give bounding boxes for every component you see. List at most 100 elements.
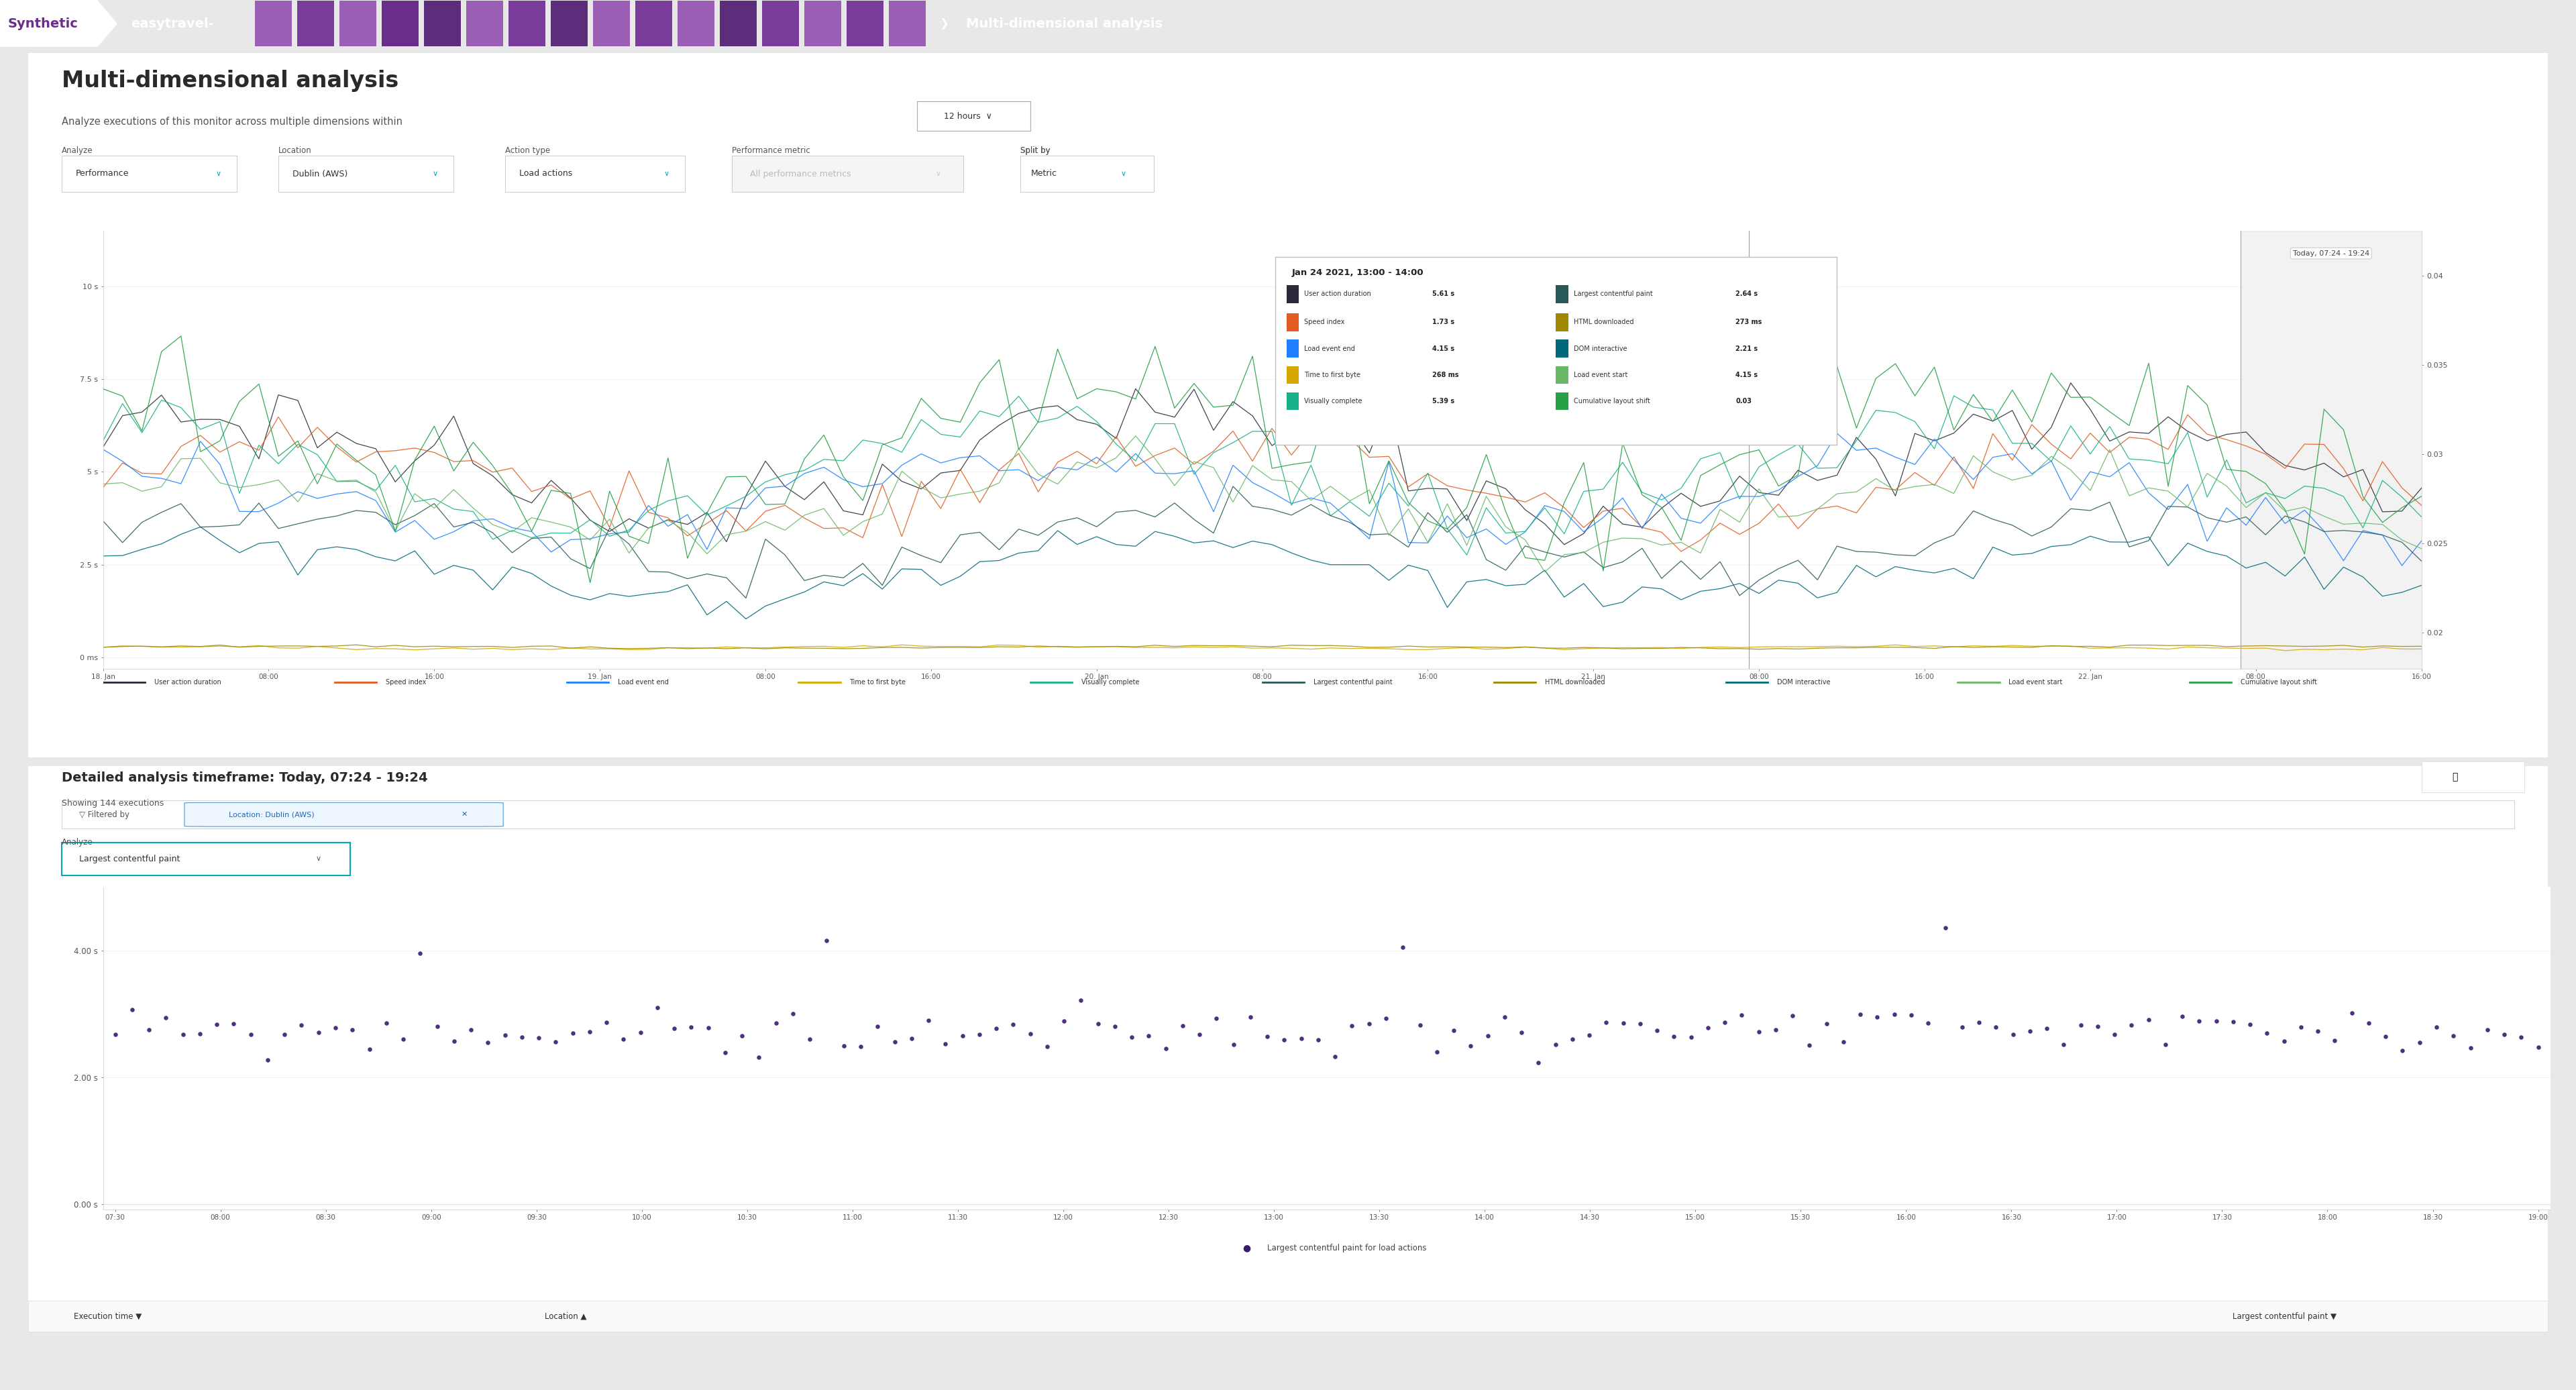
Text: 1.73 s: 1.73 s — [1432, 318, 1455, 325]
Point — [2179, 1011, 2221, 1033]
Point — [2416, 1016, 2458, 1038]
Text: Jan 24 2021, 13:00 - 14:00: Jan 24 2021, 13:00 - 14:00 — [1293, 268, 1425, 277]
Point — [2161, 1005, 2202, 1027]
Text: Analyze: Analyze — [62, 838, 93, 847]
Point — [484, 1024, 526, 1047]
Text: Time to first byte: Time to first byte — [1303, 371, 1360, 378]
Point — [1942, 1016, 1984, 1038]
Point — [585, 1011, 626, 1033]
Bar — [804, 1, 842, 46]
Point — [1025, 1036, 1066, 1058]
Polygon shape — [0, 0, 118, 47]
Text: Performance metric: Performance metric — [732, 146, 809, 154]
Text: ∨: ∨ — [433, 171, 438, 177]
Point — [1229, 1006, 1270, 1029]
Point — [1365, 1008, 1406, 1030]
Point — [858, 1015, 899, 1037]
Bar — [381, 1, 417, 46]
Bar — [255, 1, 291, 46]
Point — [2228, 1013, 2269, 1036]
Point — [1857, 1005, 1899, 1027]
Bar — [719, 1, 757, 46]
Bar — [592, 1, 631, 46]
Bar — [340, 1, 376, 46]
Point — [1298, 1029, 1340, 1051]
Text: Location: Dublin (AWS): Location: Dublin (AWS) — [229, 812, 314, 817]
Text: 12 hours  ∨: 12 hours ∨ — [943, 111, 992, 121]
Point — [1417, 1041, 1458, 1063]
Point — [1314, 1045, 1355, 1068]
Bar — [1285, 366, 1298, 384]
Point — [1162, 1015, 1203, 1037]
Point — [2246, 1022, 2287, 1044]
Bar — [677, 1, 714, 46]
Text: Largest contentful paint: Largest contentful paint — [1574, 291, 1654, 297]
Text: Cumulative layout shift: Cumulative layout shift — [1574, 398, 1651, 404]
Point — [1280, 1027, 1321, 1049]
Text: 4.15 s: 4.15 s — [1432, 345, 1455, 352]
Text: 4.15 s: 4.15 s — [1736, 371, 1757, 378]
Bar — [762, 1, 799, 46]
Text: ∨: ∨ — [1121, 171, 1126, 177]
Point — [1551, 1029, 1592, 1051]
Bar — [848, 1, 884, 46]
Point — [2009, 1020, 2050, 1042]
Point — [144, 1006, 185, 1029]
Point — [2501, 1026, 2543, 1048]
Point — [788, 1027, 829, 1049]
Point — [551, 1022, 592, 1044]
Text: Execution time ▼: Execution time ▼ — [75, 1312, 142, 1320]
Point — [755, 1012, 796, 1034]
Bar — [1556, 313, 1569, 331]
Point — [2450, 1037, 2491, 1059]
Point — [2313, 1030, 2354, 1052]
Point — [1924, 917, 1965, 940]
Text: Speed index: Speed index — [386, 680, 428, 685]
Text: 2.21 s: 2.21 s — [1736, 345, 1757, 352]
Point — [1806, 1012, 1847, 1034]
Text: Synthetic: Synthetic — [8, 17, 77, 31]
Text: 5.61 s: 5.61 s — [1432, 291, 1455, 297]
Point — [1110, 1026, 1151, 1048]
Point — [1347, 1013, 1388, 1036]
Point — [247, 1049, 289, 1072]
Point — [1043, 1011, 1084, 1033]
Point — [2483, 1023, 2524, 1045]
Text: 2.64 s: 2.64 s — [1736, 291, 1757, 297]
Point — [299, 1022, 340, 1044]
Point — [2432, 1024, 2473, 1047]
Text: HTML downloaded: HTML downloaded — [1574, 318, 1633, 325]
Bar — [1285, 285, 1298, 303]
Point — [1484, 1006, 1525, 1029]
Point — [636, 997, 677, 1019]
Text: User action duration: User action duration — [155, 680, 222, 685]
Text: 273 ms: 273 ms — [1736, 318, 1762, 325]
Text: 🔍: 🔍 — [2452, 773, 2458, 781]
Text: easytravel-: easytravel- — [131, 17, 214, 31]
Point — [1010, 1023, 1051, 1045]
Text: 0.03: 0.03 — [1736, 398, 1752, 404]
Text: All performance metrics: All performance metrics — [750, 170, 850, 178]
Text: Location: Location — [278, 146, 312, 154]
Text: DOM interactive: DOM interactive — [1574, 345, 1628, 352]
Point — [281, 1013, 322, 1036]
Text: Visually complete: Visually complete — [1303, 398, 1363, 404]
Point — [1450, 1034, 1492, 1056]
Point — [263, 1023, 304, 1045]
Point — [1839, 1004, 1880, 1026]
Point — [384, 1029, 425, 1051]
Point — [1669, 1026, 1710, 1048]
Point — [943, 1024, 984, 1047]
Text: ▽ Filtered by: ▽ Filtered by — [80, 810, 129, 819]
Text: ✕: ✕ — [461, 812, 469, 817]
Point — [907, 1009, 948, 1031]
Text: Multi-dimensional analysis: Multi-dimensional analysis — [62, 70, 399, 92]
Point — [925, 1033, 966, 1055]
Bar — [1556, 392, 1569, 410]
Point — [1502, 1022, 1543, 1044]
Text: Largest contentful paint: Largest contentful paint — [80, 855, 180, 863]
Point — [1705, 1011, 1747, 1033]
Text: Showing 144 executions: Showing 144 executions — [62, 799, 165, 808]
Point — [840, 1036, 881, 1058]
Point — [417, 1015, 459, 1037]
